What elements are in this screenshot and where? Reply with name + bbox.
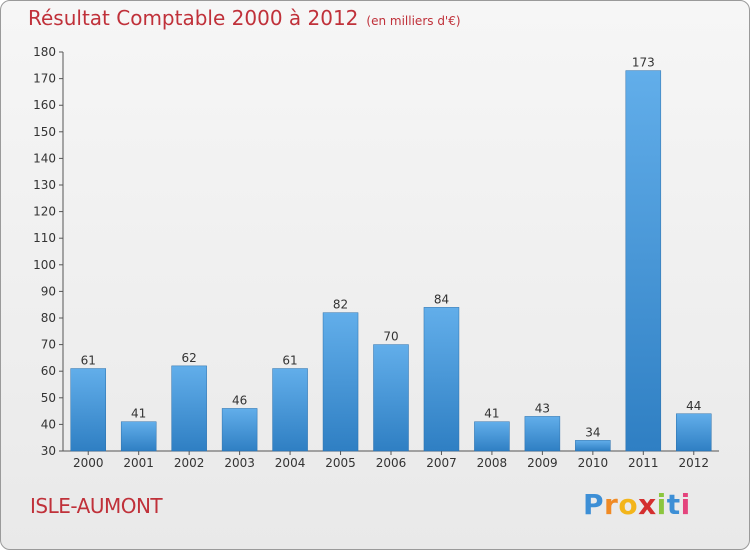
axes: 30 40 50 60 70 80 90 100 110 120 130 140 150 160 170 18…: [33, 45, 719, 470]
bar-2005: [322, 312, 359, 452]
y-tick-label: 150: [33, 125, 56, 139]
y-tick-label: 30: [41, 444, 56, 458]
x-tick-label: 2005: [325, 456, 356, 470]
y-tick-label: 40: [41, 417, 56, 431]
x-tick-label: 2004: [275, 456, 306, 470]
logo-letter: P: [583, 488, 605, 521]
y-tick-label: 160: [33, 98, 56, 112]
logo-letter: t: [666, 488, 681, 521]
data-label: 173: [632, 56, 655, 70]
bar-2000: [70, 368, 106, 452]
x-tick-label: 2010: [578, 456, 609, 470]
bar-2003: [221, 408, 258, 452]
y-tick-label: 110: [33, 231, 56, 245]
y-tick-label: 80: [41, 311, 56, 325]
x-tick-label: 2007: [426, 456, 457, 470]
y-tick-label: 100: [33, 258, 56, 272]
data-label: 61: [282, 354, 297, 368]
x-tick-label: 2011: [628, 456, 659, 470]
data-label: 43: [535, 401, 550, 415]
data-label: 70: [383, 330, 398, 344]
bar-2002: [171, 365, 207, 452]
y-tick-label: 50: [41, 391, 56, 405]
logo-letter: i: [656, 488, 667, 521]
x-tick-label: 2002: [174, 456, 205, 470]
title-unit: (en milliers d'€): [366, 14, 461, 28]
data-label: 82: [333, 298, 348, 312]
data-label: 41: [484, 407, 499, 421]
commune-name: ISLE-AUMONT: [30, 494, 163, 518]
bar-2004: [272, 368, 308, 452]
data-label: 44: [686, 399, 701, 413]
y-tick-label: 170: [33, 72, 56, 86]
y-tick-label: 90: [41, 284, 56, 298]
logo-letter: x: [638, 488, 657, 521]
x-tick-label: 2000: [73, 456, 104, 470]
chart-title: Résultat Comptable 2000 à 2012 (en millie…: [28, 6, 461, 30]
bar-2009: [524, 416, 561, 452]
y-tick-label: 180: [33, 45, 56, 59]
y-tick-label: 120: [33, 205, 56, 219]
data-label: 84: [434, 292, 449, 306]
y-tick-label: 60: [41, 364, 56, 378]
x-tick-label: 2001: [123, 456, 154, 470]
logo-letter: i: [680, 488, 691, 521]
bar-2008: [474, 421, 510, 452]
bar-2007: [423, 307, 460, 452]
logo-letter: o: [618, 488, 639, 521]
bar-2001: [120, 421, 157, 452]
data-label: 61: [81, 354, 96, 368]
y-tick-label: 70: [41, 338, 56, 352]
bar-2006: [373, 344, 409, 452]
data-label: 34: [585, 425, 600, 439]
logo-letter: r: [604, 488, 619, 521]
data-label: 46: [232, 393, 247, 407]
y-tick-label: 130: [33, 178, 56, 192]
bar-2011: [625, 70, 662, 452]
bar-2010: [575, 440, 611, 452]
title-text: Résultat Comptable 2000 à 2012: [28, 6, 359, 30]
x-tick-label: 2006: [376, 456, 407, 470]
y-tick-label: 140: [33, 151, 56, 165]
bars: 61 41 62 46 61 82 70 84 41 43 34 173 44: [70, 56, 712, 452]
data-label: 62: [182, 351, 197, 365]
x-tick-label: 2008: [477, 456, 508, 470]
x-tick-label: 2003: [224, 456, 255, 470]
x-tick-label: 2009: [527, 456, 558, 470]
data-label: 41: [131, 407, 146, 421]
proxiti-logo: Proxiti: [583, 488, 691, 521]
bar-2012: [676, 413, 712, 452]
x-tick-label: 2012: [678, 456, 709, 470]
